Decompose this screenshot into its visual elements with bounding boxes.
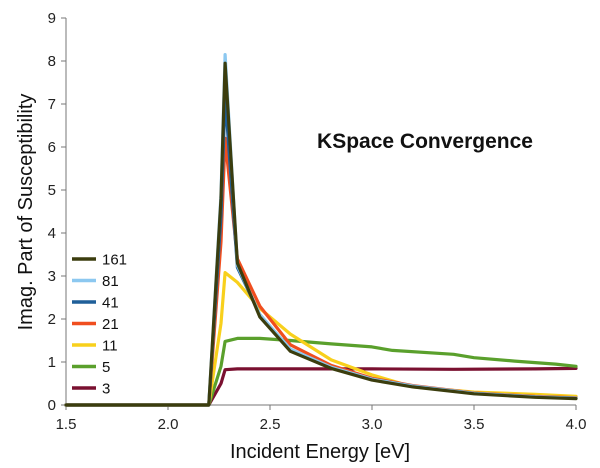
x-axis-title: Incident Energy [eV]	[230, 441, 410, 463]
chart-title: KSpace Convergence	[317, 130, 533, 153]
x-tick-label: 3.0	[362, 416, 383, 433]
legend-label: 11	[102, 338, 118, 355]
x-tick-label: 2.5	[260, 416, 281, 433]
x-tick-label: 2.0	[158, 416, 179, 433]
series-line-5	[64, 336, 578, 407]
legend-label: 161	[102, 252, 127, 269]
axes: 0 1 2 3 4 5 6 7 8 9 1.5 2.0 2.5 3.0 3.5 4.0	[48, 10, 587, 433]
x-tick-label: 3.5	[464, 416, 485, 433]
series-line-11	[64, 271, 578, 407]
legend-label: 21	[102, 316, 119, 333]
series-layer	[64, 52, 578, 407]
y-tick-label: 7	[48, 96, 56, 113]
y-tick-label: 2	[48, 311, 56, 328]
series-line-3	[64, 366, 578, 407]
x-tick-label: 4.0	[566, 416, 587, 433]
legend-label: 81	[102, 273, 119, 290]
legend-label: 5	[102, 359, 110, 376]
y-tick-label: 9	[48, 10, 56, 27]
y-axis-title: Imag. Part of Susceptibility	[15, 94, 37, 331]
legend-label: 3	[102, 381, 110, 398]
series-line-161	[64, 61, 578, 407]
y-tick-label: 1	[48, 354, 56, 371]
legend: 161 81 41 21 11 5 3	[72, 252, 127, 398]
y-tick-label: 0	[48, 397, 56, 414]
legend-label: 41	[102, 295, 119, 312]
y-tick-label: 5	[48, 182, 56, 199]
y-tick-label: 3	[48, 268, 56, 285]
x-tick-label: 1.5	[56, 416, 77, 433]
y-tick-label: 8	[48, 53, 56, 70]
y-tick-label: 4	[48, 225, 56, 242]
y-tick-label: 6	[48, 139, 56, 156]
